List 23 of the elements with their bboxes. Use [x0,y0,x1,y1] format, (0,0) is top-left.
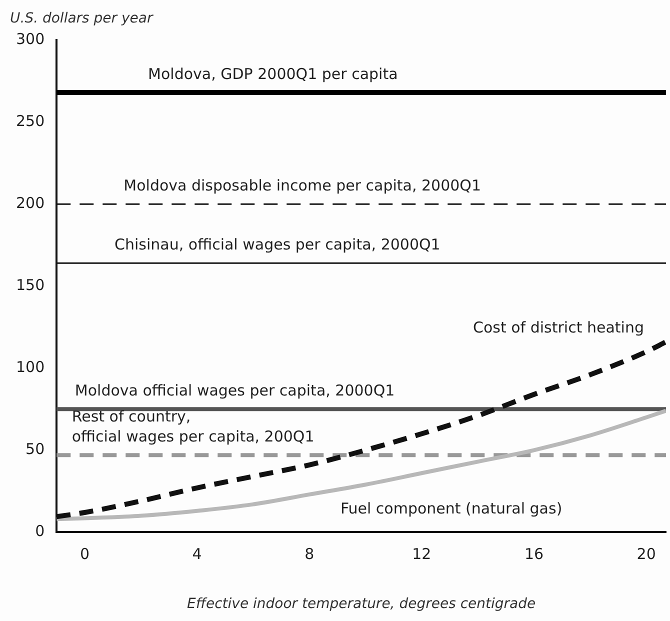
x-tick-label: 12 [412,545,432,564]
y-tick-label: 200 [16,194,45,212]
y-tick-label: 50 [26,440,45,458]
ref-line-label: Rest of country, official wages per capita, 200Q1 [72,407,314,446]
ref-line-label: Moldova, GDP 2000Q1 per capita [148,64,398,83]
x-tick-label: 8 [304,545,314,564]
x-tick-label: 4 [192,545,202,564]
series-label: Fuel component (natural gas) [340,500,562,518]
x-axis-title: Effective indoor temperature, degrees centigrade [187,596,536,612]
x-tick-label: 0 [80,545,90,564]
y-tick-label: 250 [16,112,45,130]
y-axis-title: U.S. dollars per year [10,10,154,27]
y-tick-label: 300 [16,30,45,48]
y-tick-label: 100 [16,358,45,376]
ref-line-label: Moldova disposable income per capita, 2000Q1 [124,176,482,194]
y-tick-label: 150 [16,276,45,294]
x-tick-label: 16 [524,545,544,564]
line-series [56,408,666,522]
ref-line-label: Chisinau, official wages per capita, 2000Q1 [114,236,440,254]
y-tick-label: 0 [35,522,45,540]
ref-line-label: Moldova official wages per capita, 2000Q1 [74,382,395,400]
x-tick-label: 20 [636,545,656,564]
series-label: Cost of district heating [473,318,644,336]
